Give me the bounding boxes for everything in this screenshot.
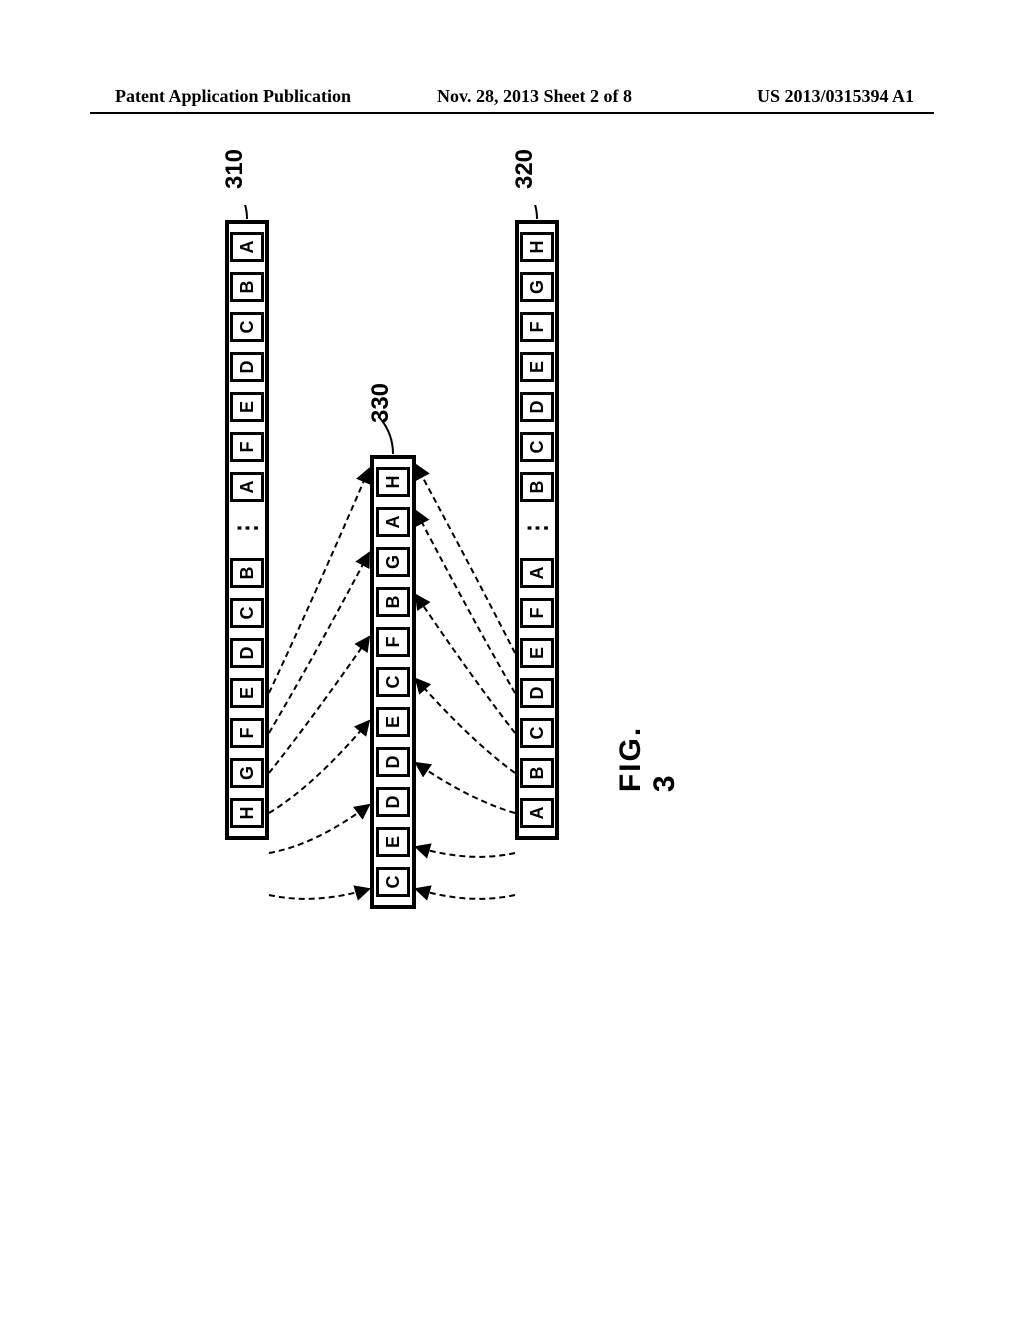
cell: F (520, 598, 554, 628)
cell: B (230, 272, 264, 302)
cell: D (376, 787, 410, 817)
header-left: Patent Application Publication (115, 86, 397, 107)
cell: H (376, 467, 410, 497)
cell: C (376, 667, 410, 697)
cell: B (376, 587, 410, 617)
cell: A (520, 798, 554, 828)
figure-3: A B C D E F A ⋮ B C D E F G H H A G B F … (225, 205, 595, 1065)
figure-caption: FIG. 3 (614, 726, 682, 792)
cell: A (520, 558, 554, 588)
cell: G (520, 272, 554, 302)
cell: B (230, 558, 264, 588)
cell: F (230, 718, 264, 748)
cell: C (230, 312, 264, 342)
strip-320: H G F E D C B ⋮ A F E D C B A (515, 220, 559, 840)
strip-310: A B C D E F A ⋮ B C D E F G H (225, 220, 269, 840)
cell: G (230, 758, 264, 788)
cell: E (230, 392, 264, 422)
header-center: Nov. 28, 2013 Sheet 2 of 8 (437, 86, 632, 107)
cell: C (520, 432, 554, 462)
cell: F (520, 312, 554, 342)
ellipsis: ⋮ (233, 510, 261, 550)
ellipsis: ⋮ (523, 510, 551, 550)
cell: C (520, 718, 554, 748)
cell: D (230, 638, 264, 668)
cell: G (376, 547, 410, 577)
ref-310: 310 (221, 149, 249, 189)
cell: D (520, 678, 554, 708)
cell: C (376, 867, 410, 897)
cell: E (520, 638, 554, 668)
cell: E (376, 707, 410, 737)
header-right: US 2013/0315394 A1 (632, 86, 914, 107)
cell: H (230, 798, 264, 828)
header-rule (90, 112, 934, 114)
strip-330: H A G B F C E D D E C (370, 455, 416, 909)
cell: F (376, 627, 410, 657)
cell: A (230, 232, 264, 262)
cell: B (520, 758, 554, 788)
cell: C (230, 598, 264, 628)
cell: D (230, 352, 264, 382)
cell: E (230, 678, 264, 708)
cell: D (376, 747, 410, 777)
ref-320: 320 (511, 149, 539, 189)
cell: E (520, 352, 554, 382)
cell: D (520, 392, 554, 422)
page-header: Patent Application Publication Nov. 28, … (0, 86, 1024, 107)
cell: F (230, 432, 264, 462)
cell: H (520, 232, 554, 262)
ref-330: 330 (367, 383, 395, 423)
cell: A (230, 472, 264, 502)
cell: B (520, 472, 554, 502)
cell: E (376, 827, 410, 857)
cell: A (376, 507, 410, 537)
